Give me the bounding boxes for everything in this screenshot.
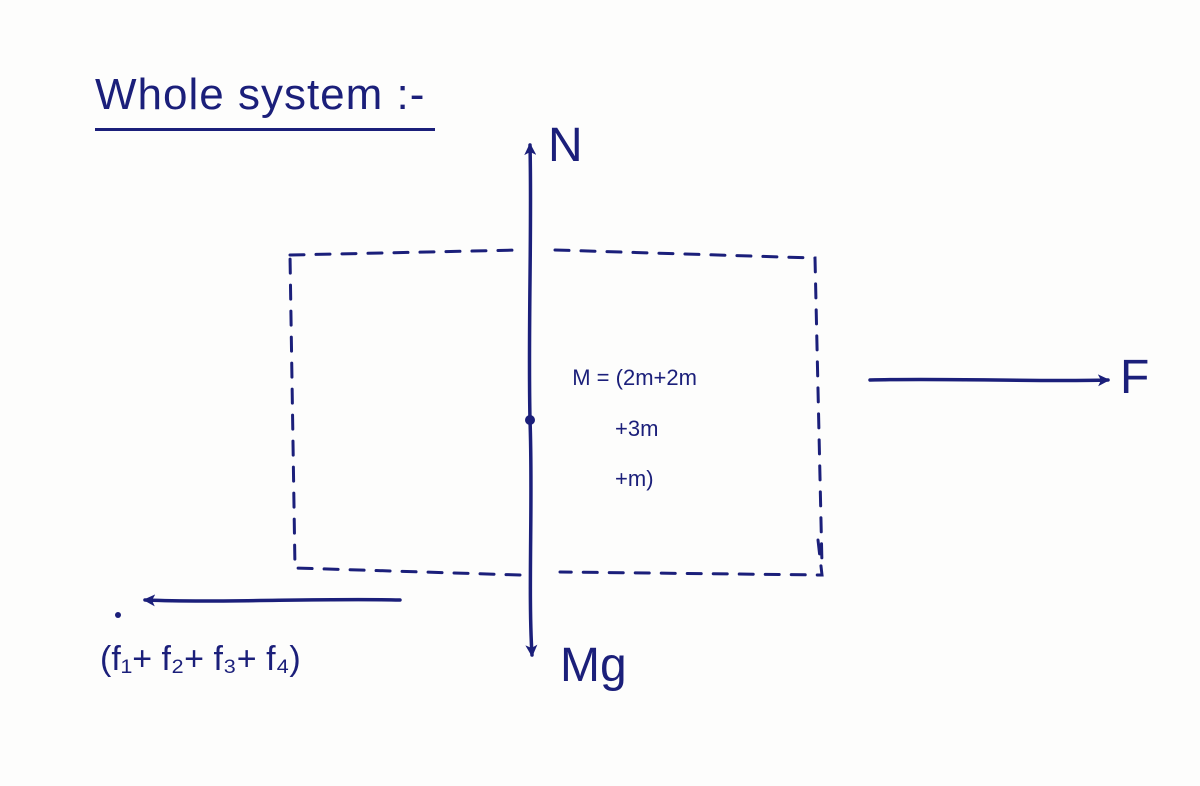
arrow-force-F [870, 379, 1108, 380]
arrow-normal-N [529, 145, 530, 420]
dot-friction [115, 612, 121, 618]
mass-expression: M = (2m+2m +3m +m) [560, 340, 697, 492]
mass-line-1: M = (2m+2m [572, 365, 697, 390]
label-N: N [548, 118, 583, 173]
system-box [290, 250, 822, 575]
label-Mg: Mg [560, 638, 627, 693]
mass-line-3: +m) [572, 466, 653, 491]
mass-line-2: +3m [572, 416, 658, 441]
label-friction-sum: (f₁+ f₂+ f₃+ f₄) [100, 640, 301, 679]
arrow-weight-Mg [530, 420, 532, 655]
center-point [525, 415, 535, 425]
arrow-friction-left [145, 600, 400, 601]
label-F: F [1120, 350, 1149, 405]
